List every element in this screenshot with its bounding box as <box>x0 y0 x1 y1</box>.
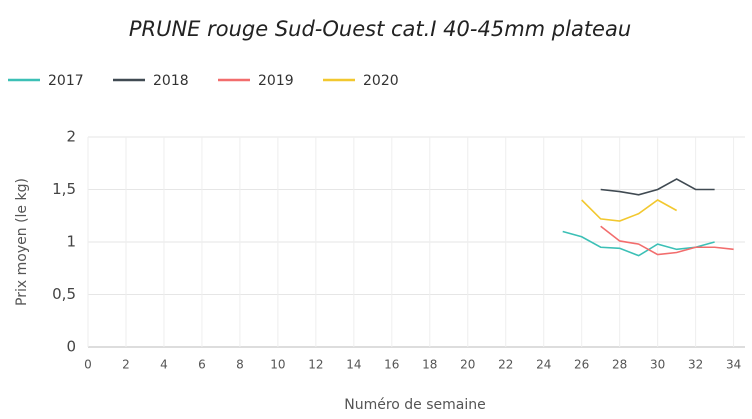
series-line <box>581 199 678 222</box>
y-tick-label: 2 <box>66 128 76 146</box>
legend-label: 2017 <box>48 73 84 89</box>
y-tick-label: 0,5 <box>52 285 76 303</box>
x-tick-label: 28 <box>612 358 627 372</box>
x-axis-title: Numéro de semaine <box>344 397 486 413</box>
legend-label: 2018 <box>153 73 189 89</box>
x-tick-label: 24 <box>536 358 551 372</box>
x-tick-label: 8 <box>236 358 244 372</box>
x-tick-label: 20 <box>460 358 475 372</box>
legend-label: 2019 <box>258 73 294 89</box>
series-line <box>600 225 734 256</box>
x-tick-label: 2 <box>122 358 130 372</box>
y-tick-label: 1,5 <box>52 180 76 198</box>
x-tick-label: 16 <box>384 358 399 372</box>
y-tick-label: 0 <box>66 338 76 356</box>
series-line <box>600 178 715 196</box>
x-tick-label: 12 <box>308 358 323 372</box>
x-tick-label: 14 <box>346 358 361 372</box>
x-tick-label: 6 <box>198 358 206 372</box>
y-axis-title: Prix moyen (le kg) <box>14 178 30 306</box>
legend-label: 2020 <box>363 73 399 89</box>
x-tick-label: 34 <box>726 358 741 372</box>
y-tick-label: 1 <box>66 233 76 251</box>
chart-title: PRUNE rouge Sud-Ouest cat.I 40-45mm plat… <box>129 17 631 41</box>
x-tick-label: 22 <box>498 358 513 372</box>
x-tick-label: 30 <box>650 358 665 372</box>
series-line <box>562 230 715 257</box>
x-tick-label: 26 <box>574 358 589 372</box>
x-tick-label: 32 <box>688 358 703 372</box>
x-tick-label: 18 <box>422 358 437 372</box>
x-tick-label: 0 <box>84 358 92 372</box>
x-tick-label: 4 <box>160 358 168 372</box>
x-tick-label: 10 <box>270 358 285 372</box>
